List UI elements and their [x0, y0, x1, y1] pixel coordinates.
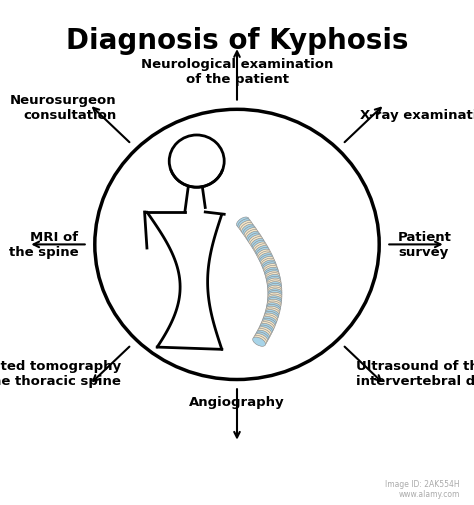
- Ellipse shape: [254, 336, 266, 345]
- Ellipse shape: [263, 317, 276, 325]
- Ellipse shape: [265, 310, 279, 318]
- Ellipse shape: [258, 251, 271, 260]
- Ellipse shape: [257, 249, 270, 259]
- Text: X-ray examination: X-ray examination: [360, 109, 474, 121]
- Text: Diagnosis of Kyphosis: Diagnosis of Kyphosis: [66, 27, 408, 55]
- Ellipse shape: [246, 232, 259, 241]
- Ellipse shape: [262, 320, 275, 329]
- Ellipse shape: [253, 337, 265, 346]
- Text: MRI of
the spine: MRI of the spine: [9, 231, 78, 259]
- Text: Computed tomography
of the thoracic spine: Computed tomography of the thoracic spin…: [0, 360, 121, 387]
- Ellipse shape: [240, 223, 253, 232]
- Ellipse shape: [266, 275, 280, 282]
- Ellipse shape: [261, 322, 274, 330]
- Ellipse shape: [256, 248, 269, 257]
- Ellipse shape: [266, 277, 281, 284]
- Ellipse shape: [266, 273, 280, 281]
- Ellipse shape: [268, 287, 282, 294]
- Ellipse shape: [255, 334, 268, 343]
- Ellipse shape: [253, 242, 266, 251]
- Ellipse shape: [267, 282, 282, 289]
- Ellipse shape: [237, 218, 249, 227]
- Ellipse shape: [261, 259, 274, 267]
- Ellipse shape: [264, 314, 278, 321]
- Ellipse shape: [266, 305, 281, 313]
- Ellipse shape: [268, 291, 282, 298]
- Ellipse shape: [267, 299, 282, 307]
- Ellipse shape: [260, 257, 274, 265]
- Ellipse shape: [267, 303, 281, 311]
- Ellipse shape: [264, 268, 278, 276]
- Ellipse shape: [263, 262, 276, 271]
- Ellipse shape: [265, 270, 279, 277]
- Ellipse shape: [262, 319, 276, 327]
- Ellipse shape: [243, 226, 255, 236]
- Text: Angiography: Angiography: [189, 395, 285, 409]
- Ellipse shape: [252, 241, 265, 250]
- Ellipse shape: [256, 331, 270, 339]
- Ellipse shape: [249, 235, 262, 245]
- Ellipse shape: [262, 261, 275, 269]
- Ellipse shape: [268, 286, 282, 293]
- Ellipse shape: [238, 219, 250, 229]
- Ellipse shape: [254, 244, 267, 254]
- Ellipse shape: [247, 233, 260, 243]
- Ellipse shape: [251, 239, 264, 248]
- Ellipse shape: [264, 266, 277, 274]
- Text: Neurosurgeon
consultation: Neurosurgeon consultation: [9, 93, 116, 121]
- Ellipse shape: [239, 221, 252, 231]
- Ellipse shape: [260, 255, 273, 264]
- Ellipse shape: [266, 307, 280, 314]
- Text: Image ID: 2AK554H
www.alamy.com: Image ID: 2AK554H www.alamy.com: [385, 479, 460, 498]
- Ellipse shape: [264, 312, 278, 320]
- Text: Patient
survey: Patient survey: [398, 231, 452, 259]
- Ellipse shape: [267, 279, 281, 286]
- Ellipse shape: [268, 296, 282, 304]
- Ellipse shape: [255, 246, 268, 255]
- Text: alamy: alamy: [19, 481, 71, 496]
- Ellipse shape: [244, 228, 256, 238]
- Ellipse shape: [245, 230, 258, 239]
- Ellipse shape: [258, 327, 272, 336]
- Ellipse shape: [267, 284, 282, 291]
- Ellipse shape: [255, 332, 269, 341]
- Ellipse shape: [268, 293, 282, 300]
- Ellipse shape: [268, 289, 282, 296]
- Ellipse shape: [265, 271, 279, 279]
- Ellipse shape: [264, 315, 277, 323]
- Text: Neurological examination
of the patient: Neurological examination of the patient: [141, 58, 333, 85]
- Ellipse shape: [267, 298, 282, 305]
- Ellipse shape: [259, 254, 272, 262]
- Ellipse shape: [263, 264, 277, 272]
- Ellipse shape: [267, 301, 281, 309]
- Ellipse shape: [265, 308, 280, 316]
- Ellipse shape: [268, 294, 282, 301]
- Ellipse shape: [267, 280, 281, 288]
- Ellipse shape: [259, 325, 273, 334]
- Ellipse shape: [257, 329, 271, 338]
- Ellipse shape: [260, 324, 273, 332]
- Ellipse shape: [242, 225, 254, 234]
- Text: Ultrasound of the
intervertebral disc: Ultrasound of the intervertebral disc: [356, 360, 474, 387]
- Ellipse shape: [250, 237, 263, 246]
